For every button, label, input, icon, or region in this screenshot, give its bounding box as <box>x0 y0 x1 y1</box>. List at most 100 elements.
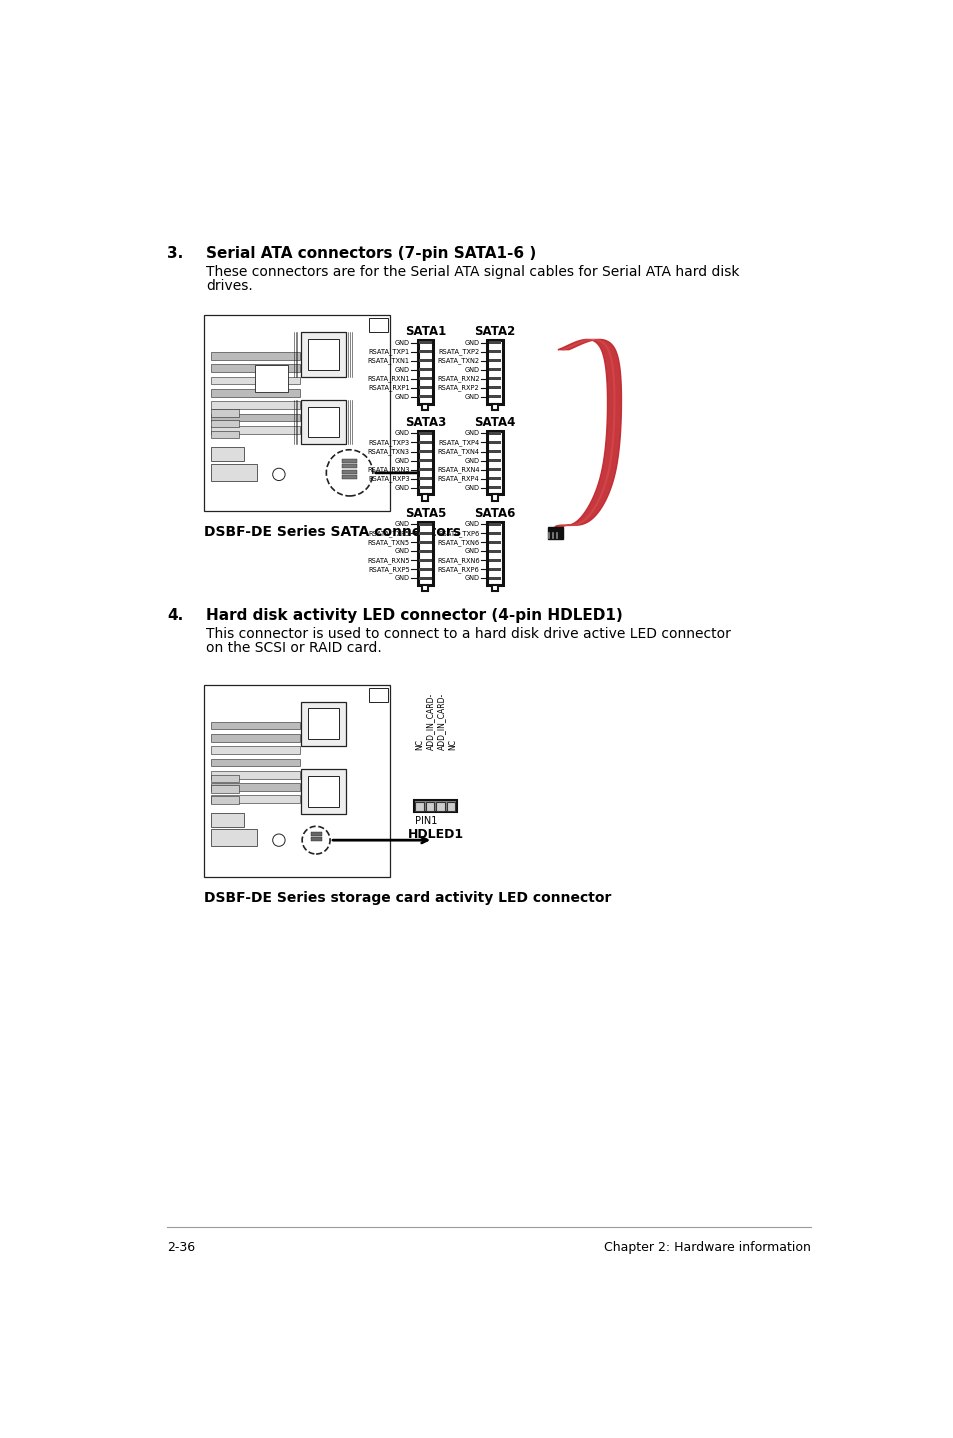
Text: NC: NC <box>415 739 424 751</box>
Bar <box>488 568 500 571</box>
Text: HDLED1: HDLED1 <box>407 828 463 841</box>
Text: DSBF-DE Series storage card activity LED connector: DSBF-DE Series storage card activity LED… <box>204 892 611 905</box>
Bar <box>488 395 500 398</box>
Bar <box>414 800 456 812</box>
Bar <box>301 400 346 444</box>
Bar <box>418 387 431 390</box>
Text: Hard disk activity LED connector (4-pin HDLED1): Hard disk activity LED connector (4-pin … <box>206 608 622 623</box>
Text: GND: GND <box>395 430 410 437</box>
Text: RSATA_TXP3: RSATA_TXP3 <box>369 439 410 446</box>
Bar <box>211 814 244 827</box>
Text: RSATA_RXN6: RSATA_RXN6 <box>436 557 479 564</box>
Bar <box>415 801 423 811</box>
Circle shape <box>273 469 285 480</box>
Text: GND: GND <box>464 548 479 555</box>
Bar <box>211 408 238 417</box>
Bar <box>211 830 257 847</box>
Text: SATA2: SATA2 <box>474 325 516 338</box>
Polygon shape <box>555 339 620 526</box>
Bar <box>211 733 299 742</box>
Bar <box>369 318 388 332</box>
Text: RSATA_RXP3: RSATA_RXP3 <box>368 475 410 482</box>
Text: RSATA_RXP4: RSATA_RXP4 <box>437 475 479 482</box>
Bar <box>211 775 238 782</box>
Bar <box>418 431 431 436</box>
Bar <box>211 771 299 778</box>
Text: drives.: drives. <box>206 279 253 293</box>
Circle shape <box>273 834 285 847</box>
Bar <box>308 339 339 370</box>
Bar <box>492 495 497 500</box>
Bar <box>488 486 500 489</box>
Bar <box>547 526 562 539</box>
Bar <box>418 395 431 398</box>
Bar <box>488 477 500 480</box>
Text: RSATA_TXP6: RSATA_TXP6 <box>438 531 479 536</box>
Bar <box>488 441 500 444</box>
Bar <box>488 467 500 472</box>
Bar <box>488 532 500 535</box>
Bar <box>418 486 431 489</box>
Bar <box>418 568 431 571</box>
Text: GND: GND <box>464 522 479 528</box>
Bar <box>341 470 357 473</box>
Bar <box>311 837 321 841</box>
Bar <box>488 541 500 544</box>
Text: SATA5: SATA5 <box>404 506 446 519</box>
Text: SATA6: SATA6 <box>474 506 516 519</box>
Bar <box>488 377 500 380</box>
Bar <box>211 352 299 360</box>
Bar <box>488 559 500 562</box>
Bar <box>211 785 238 794</box>
Bar <box>211 722 299 729</box>
Text: GND: GND <box>395 457 410 463</box>
Text: Serial ATA connectors (7-pin SATA1-6 ): Serial ATA connectors (7-pin SATA1-6 ) <box>206 246 536 260</box>
Text: GND: GND <box>395 339 410 345</box>
Bar <box>418 441 431 444</box>
Text: RSATA_RXP2: RSATA_RXP2 <box>437 384 479 391</box>
Text: NC: NC <box>448 739 456 751</box>
Bar <box>211 420 238 427</box>
Bar <box>488 341 500 344</box>
Text: RSATA_RXN1: RSATA_RXN1 <box>367 375 410 383</box>
Bar <box>417 341 433 404</box>
Text: RSATA_TXP4: RSATA_TXP4 <box>438 439 479 446</box>
Bar <box>488 360 500 362</box>
Bar <box>308 777 339 807</box>
Bar <box>425 801 434 811</box>
Bar <box>418 368 431 371</box>
Bar <box>418 349 431 354</box>
Bar <box>417 522 433 585</box>
Bar <box>211 414 299 421</box>
Text: GND: GND <box>395 522 410 528</box>
Text: RSATA_RXN5: RSATA_RXN5 <box>367 557 410 564</box>
Text: GND: GND <box>395 575 410 581</box>
Text: RSATA_RXN3: RSATA_RXN3 <box>367 466 410 473</box>
Bar <box>308 709 339 739</box>
Bar <box>488 459 500 462</box>
Bar <box>418 459 431 462</box>
Text: on the SCSI or RAID card.: on the SCSI or RAID card. <box>206 641 381 654</box>
Bar <box>488 387 500 390</box>
Text: 4.: 4. <box>167 608 183 623</box>
Text: RSATA_TXN4: RSATA_TXN4 <box>437 449 479 454</box>
Text: 3.: 3. <box>167 246 183 260</box>
Bar <box>436 801 444 811</box>
Bar <box>488 450 500 453</box>
Bar <box>418 532 431 535</box>
Text: GND: GND <box>464 575 479 581</box>
Bar <box>301 332 346 377</box>
Bar <box>417 431 433 495</box>
Bar <box>211 746 299 754</box>
Bar <box>369 687 388 702</box>
Text: ADD_IN_CARD-: ADD_IN_CARD- <box>436 693 446 751</box>
Bar <box>422 404 428 410</box>
Bar <box>418 577 431 580</box>
Text: RSATA_RXN2: RSATA_RXN2 <box>436 375 479 383</box>
Text: RSATA_RXP6: RSATA_RXP6 <box>437 567 479 572</box>
Text: These connectors are for the Serial ATA signal cables for Serial ATA hard disk: These connectors are for the Serial ATA … <box>206 265 739 279</box>
Bar <box>488 523 500 526</box>
Text: PIN1: PIN1 <box>415 817 437 827</box>
Bar <box>211 430 238 439</box>
Bar <box>341 459 357 463</box>
